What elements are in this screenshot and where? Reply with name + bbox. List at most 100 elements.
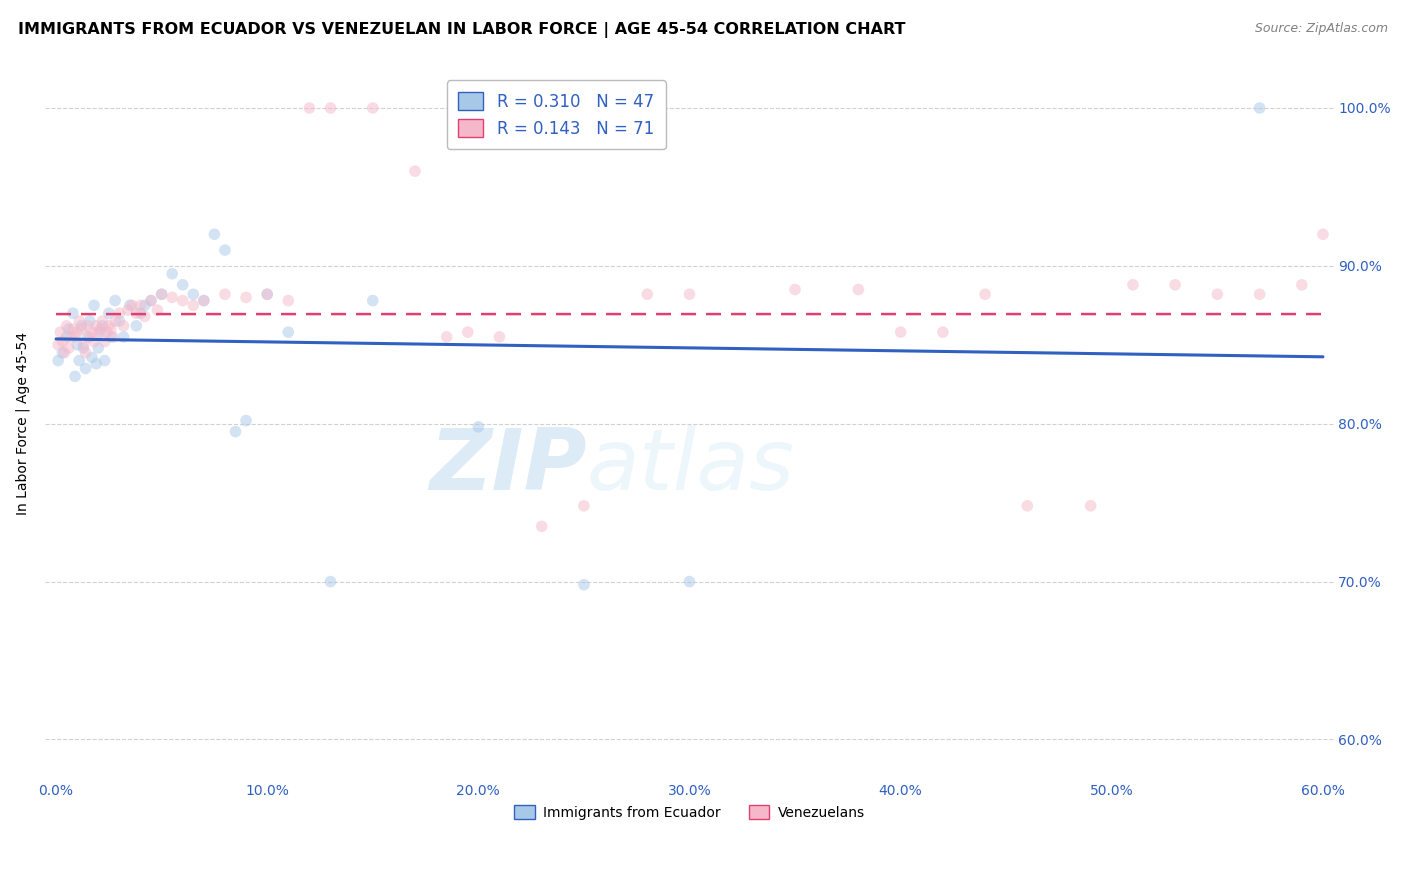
- Point: [214, 287, 236, 301]
- Point: [572, 578, 595, 592]
- Point: [76, 330, 98, 344]
- Point: [446, 101, 468, 115]
- Point: [1291, 277, 1313, 292]
- Point: [1080, 499, 1102, 513]
- Point: [134, 298, 156, 312]
- Text: ZIP: ZIP: [429, 425, 586, 508]
- Y-axis label: In Labor Force | Age 45-54: In Labor Force | Age 45-54: [15, 332, 30, 516]
- Point: [72, 341, 94, 355]
- Point: [62, 306, 84, 320]
- Point: [181, 287, 204, 301]
- Point: [104, 314, 127, 328]
- Point: [404, 164, 426, 178]
- Point: [319, 574, 342, 589]
- Point: [150, 287, 173, 301]
- Point: [890, 325, 912, 339]
- Point: [488, 330, 510, 344]
- Point: [572, 499, 595, 513]
- Point: [172, 277, 194, 292]
- Point: [93, 334, 115, 349]
- Legend: Immigrants from Ecuador, Venezuelans: Immigrants from Ecuador, Venezuelans: [509, 799, 870, 825]
- Point: [63, 369, 86, 384]
- Point: [467, 420, 489, 434]
- Point: [70, 322, 93, 336]
- Point: [974, 287, 997, 301]
- Point: [1249, 287, 1271, 301]
- Point: [58, 341, 80, 355]
- Text: Source: ZipAtlas.com: Source: ZipAtlas.com: [1254, 22, 1388, 36]
- Point: [66, 325, 89, 339]
- Point: [84, 318, 107, 333]
- Point: [1249, 101, 1271, 115]
- Point: [79, 330, 101, 344]
- Point: [104, 293, 127, 308]
- Point: [678, 574, 700, 589]
- Point: [83, 334, 105, 349]
- Point: [848, 283, 870, 297]
- Point: [75, 345, 97, 359]
- Point: [193, 293, 215, 308]
- Point: [89, 322, 111, 336]
- Point: [91, 318, 114, 333]
- Point: [277, 325, 299, 339]
- Point: [55, 330, 77, 344]
- Point: [530, 519, 553, 533]
- Point: [214, 243, 236, 257]
- Point: [67, 353, 90, 368]
- Point: [1164, 277, 1187, 292]
- Point: [96, 325, 118, 339]
- Point: [1122, 277, 1144, 292]
- Point: [62, 322, 84, 336]
- Point: [80, 325, 103, 339]
- Point: [1206, 287, 1229, 301]
- Point: [319, 101, 342, 115]
- Point: [51, 345, 73, 359]
- Point: [932, 325, 955, 339]
- Point: [202, 227, 225, 242]
- Point: [83, 298, 105, 312]
- Point: [678, 287, 700, 301]
- Point: [75, 361, 97, 376]
- Point: [108, 306, 131, 320]
- Point: [125, 318, 148, 333]
- Point: [436, 330, 458, 344]
- Point: [53, 345, 76, 359]
- Point: [55, 318, 77, 333]
- Point: [225, 425, 247, 439]
- Point: [46, 338, 69, 352]
- Point: [80, 351, 103, 365]
- Point: [46, 353, 69, 368]
- Point: [100, 322, 122, 336]
- Point: [87, 341, 110, 355]
- Point: [139, 293, 162, 308]
- Point: [256, 287, 278, 301]
- Point: [256, 287, 278, 301]
- Point: [193, 293, 215, 308]
- Point: [100, 330, 122, 344]
- Point: [121, 298, 143, 312]
- Point: [1312, 227, 1334, 242]
- Point: [51, 334, 73, 349]
- Text: atlas: atlas: [586, 425, 794, 508]
- Point: [93, 353, 115, 368]
- Point: [70, 318, 93, 333]
- Point: [235, 413, 257, 427]
- Point: [79, 314, 101, 328]
- Point: [181, 298, 204, 312]
- Point: [118, 298, 141, 312]
- Point: [59, 330, 82, 344]
- Point: [58, 322, 80, 336]
- Point: [298, 101, 321, 115]
- Point: [49, 325, 72, 339]
- Point: [129, 306, 152, 320]
- Point: [134, 310, 156, 324]
- Point: [139, 293, 162, 308]
- Point: [112, 318, 135, 333]
- Point: [361, 101, 384, 115]
- Point: [76, 318, 98, 333]
- Point: [150, 287, 173, 301]
- Point: [72, 338, 94, 352]
- Point: [636, 287, 658, 301]
- Point: [117, 303, 139, 318]
- Point: [783, 283, 806, 297]
